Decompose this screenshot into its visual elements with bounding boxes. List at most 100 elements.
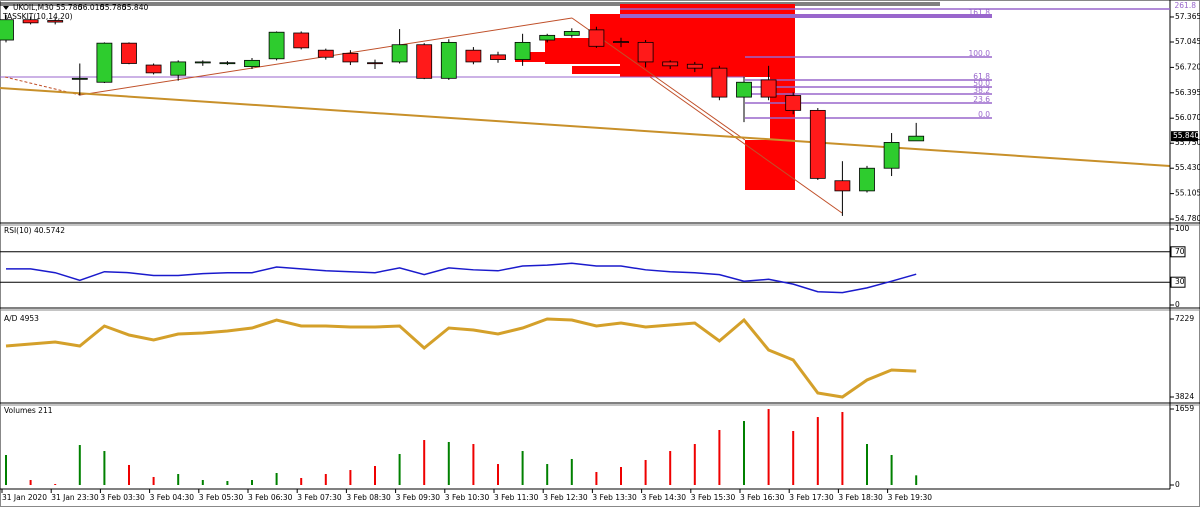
fib-label: 50.0 bbox=[973, 79, 990, 88]
volume-title: Volumes 211 bbox=[4, 406, 53, 415]
x-tick-label: 3 Feb 03:30 bbox=[100, 493, 145, 502]
volume-bar bbox=[152, 476, 155, 485]
x-tick-label: 3 Feb 08:30 bbox=[346, 493, 391, 502]
volume-bar bbox=[718, 429, 721, 485]
x-tick-label: 3 Feb 14:30 bbox=[642, 493, 687, 502]
volume-bar bbox=[324, 474, 327, 485]
candle-body bbox=[293, 32, 310, 49]
volume-bar bbox=[792, 431, 795, 485]
volume-bar bbox=[5, 455, 7, 485]
volume-bar bbox=[398, 453, 401, 485]
candle-body bbox=[785, 95, 802, 111]
volume-bar bbox=[201, 480, 204, 485]
candle-body bbox=[0, 19, 14, 41]
volume-profile bbox=[572, 66, 620, 74]
volume-bar bbox=[423, 440, 426, 485]
volume-profile bbox=[745, 140, 795, 190]
candle-body bbox=[440, 41, 457, 79]
current-price: 55.840 bbox=[1173, 131, 1199, 140]
candle-body bbox=[367, 62, 383, 65]
volume-bar bbox=[251, 480, 253, 485]
volume-bar bbox=[521, 451, 524, 485]
candle-body bbox=[490, 54, 506, 60]
candle-body bbox=[391, 44, 408, 63]
candle-body bbox=[637, 41, 654, 63]
line-series bbox=[6, 262, 917, 294]
candle-body bbox=[859, 167, 875, 192]
candle-body bbox=[686, 63, 703, 69]
volume-bar bbox=[816, 417, 819, 485]
candle-body bbox=[588, 29, 605, 47]
indicator-name: TASSKIT(10,14,20) bbox=[2, 12, 73, 21]
candle-body bbox=[711, 67, 728, 98]
trend-line bbox=[0, 87, 1171, 167]
candle-body bbox=[736, 81, 752, 98]
candle-body bbox=[219, 62, 236, 65]
volume-bar bbox=[915, 475, 918, 485]
pitchfork-line bbox=[649, 76, 843, 214]
line-series bbox=[5, 317, 917, 399]
candle-body bbox=[514, 41, 531, 60]
candle-body bbox=[96, 42, 113, 83]
y-tick-label: 55.105 bbox=[1175, 189, 1200, 198]
ohlc-open: 55.780 bbox=[56, 3, 82, 12]
x-tick-label: 31 Jan 2020 bbox=[2, 493, 47, 502]
x-tick-label: 3 Feb 16:30 bbox=[740, 493, 785, 502]
menu-icon bbox=[3, 6, 9, 10]
candle-body bbox=[834, 180, 851, 192]
y-tick-label: 57.045 bbox=[1175, 37, 1200, 46]
fib-label: 61.8 bbox=[973, 72, 990, 81]
fib-label: 23.6 bbox=[973, 95, 990, 104]
y-tick-label: 55.430 bbox=[1175, 163, 1200, 172]
candle-body bbox=[121, 42, 137, 64]
volume-bar bbox=[497, 464, 499, 485]
candle-body bbox=[268, 31, 285, 60]
x-tick-label: 3 Feb 04:30 bbox=[150, 493, 195, 502]
x-tick-label: 3 Feb 13:30 bbox=[592, 493, 637, 502]
volume-bar bbox=[570, 458, 573, 485]
y-tick-label: 56.070 bbox=[1175, 113, 1200, 122]
x-tick-label: 3 Feb 17:30 bbox=[789, 493, 834, 502]
candle-body bbox=[317, 49, 334, 58]
candle-body bbox=[662, 61, 679, 67]
x-tick-label: 3 Feb 07:30 bbox=[297, 493, 342, 502]
volume-bar bbox=[128, 464, 130, 485]
volume-bar bbox=[472, 444, 475, 485]
volume-bar bbox=[767, 409, 770, 485]
candle-body bbox=[760, 79, 777, 98]
fib-label: 161.8 bbox=[969, 8, 991, 17]
y-tick-label: 0 bbox=[1175, 480, 1180, 489]
y-tick-label: 56.395 bbox=[1175, 88, 1200, 97]
candle-body bbox=[539, 34, 556, 41]
fib-label: 100.0 bbox=[969, 49, 991, 58]
x-tick-label: 3 Feb 10:30 bbox=[445, 493, 490, 502]
volume-bar bbox=[349, 470, 352, 485]
candle-body bbox=[342, 52, 359, 63]
x-tick-label: 3 Feb 12:30 bbox=[543, 493, 588, 502]
candle-body bbox=[71, 77, 88, 80]
volume-bar bbox=[78, 445, 81, 485]
y-tick-label: 70 bbox=[1175, 247, 1185, 256]
x-tick-label: 31 Jan 23:30 bbox=[51, 493, 99, 502]
x-tick-label: 3 Feb 06:30 bbox=[248, 493, 293, 502]
tick-box bbox=[1170, 276, 1186, 288]
candle-body bbox=[244, 59, 260, 68]
volume-bar bbox=[693, 444, 696, 485]
rsi-title: RSI(10) 40.5742 bbox=[4, 226, 65, 235]
candle-body bbox=[908, 135, 925, 142]
y-tick-label: 7229 bbox=[1175, 314, 1194, 323]
volume-bar bbox=[866, 444, 868, 485]
volume-bar bbox=[300, 477, 303, 485]
volume-bar bbox=[644, 459, 647, 485]
candle-body bbox=[883, 142, 900, 169]
volume-bar bbox=[669, 451, 672, 485]
y-tick-label: 55.750 bbox=[1175, 138, 1200, 147]
x-tick-label: 3 Feb 15:30 bbox=[691, 493, 736, 502]
x-tick-label: 3 Feb 09:30 bbox=[396, 493, 441, 502]
tick-box bbox=[1170, 246, 1186, 258]
volume-bar bbox=[103, 451, 106, 485]
y-tick-label: 3824 bbox=[1175, 392, 1194, 401]
volume-profile bbox=[515, 52, 620, 62]
